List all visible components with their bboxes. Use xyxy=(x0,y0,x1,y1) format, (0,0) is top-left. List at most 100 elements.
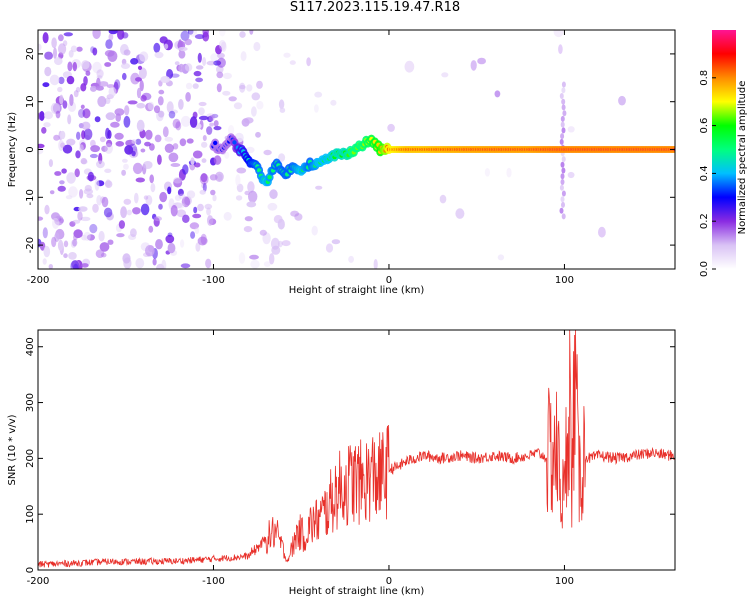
streak-blob xyxy=(562,110,567,117)
noise-blob xyxy=(44,66,52,77)
noise-blob xyxy=(170,163,181,167)
noise-blob xyxy=(172,118,181,129)
noise-blob xyxy=(178,46,188,52)
noise-blob xyxy=(205,258,212,269)
noise-blob xyxy=(213,126,222,131)
noise-blob xyxy=(50,102,61,114)
noise-blob xyxy=(72,238,78,247)
noise-blob xyxy=(497,254,505,261)
noise-blob xyxy=(164,43,169,50)
streak-blob xyxy=(561,190,566,197)
noise-blob xyxy=(262,232,271,245)
noise-blob xyxy=(104,62,112,67)
noise-blob xyxy=(213,120,219,127)
noise-blob xyxy=(42,82,50,88)
noise-blob xyxy=(49,190,55,195)
noise-blob xyxy=(95,249,105,258)
noise-blob xyxy=(39,111,45,121)
colorbar-tick-label: 0.4 xyxy=(699,165,710,181)
noise-blob xyxy=(455,208,465,219)
noise-blob xyxy=(168,110,176,119)
noise-blob xyxy=(251,106,257,117)
noise-blob xyxy=(348,255,354,263)
noise-blob xyxy=(167,232,173,237)
noise-blob xyxy=(73,90,79,98)
noise-blob xyxy=(209,122,215,127)
noise-blob xyxy=(263,149,272,156)
noise-blob xyxy=(158,110,165,118)
colorbar-tick-label: 0.0 xyxy=(699,261,710,277)
noise-blob xyxy=(219,30,226,37)
noise-blob xyxy=(99,242,110,252)
noise-blob xyxy=(209,174,218,181)
noise-blob xyxy=(190,231,196,239)
noise-blob xyxy=(239,82,246,93)
noise-blob xyxy=(154,134,162,143)
noise-blob xyxy=(567,171,575,179)
noise-blob xyxy=(494,90,501,98)
streak-blob xyxy=(560,133,565,140)
noise-blob xyxy=(86,193,94,199)
noise-blob xyxy=(180,263,191,269)
y-tick-label: 300 xyxy=(25,393,36,412)
noise-blob xyxy=(567,126,575,133)
noise-blob xyxy=(89,153,98,159)
noise-blob xyxy=(105,179,111,187)
noise-blob xyxy=(115,141,125,147)
noise-blob xyxy=(124,105,130,116)
noise-blob xyxy=(202,30,209,38)
noise-blob xyxy=(220,41,227,52)
noise-blob xyxy=(195,242,201,252)
noise-blob xyxy=(145,195,153,206)
noise-blob xyxy=(164,136,174,142)
noise-blob xyxy=(186,138,194,144)
noise-blob xyxy=(148,225,154,233)
noise-blob xyxy=(116,233,125,238)
noise-blob xyxy=(126,209,132,216)
noise-blob xyxy=(199,189,206,195)
noise-blob xyxy=(176,202,185,209)
noise-blob xyxy=(192,83,199,89)
noise-blob xyxy=(108,86,117,97)
noise-blob xyxy=(78,108,86,118)
noise-blob xyxy=(99,136,106,143)
noise-blob xyxy=(207,215,214,226)
noise-blob xyxy=(290,210,299,217)
noise-blob xyxy=(294,213,303,221)
noise-blob xyxy=(123,257,132,269)
noise-blob xyxy=(218,39,226,51)
noise-blob xyxy=(51,236,57,248)
noise-blob xyxy=(249,254,259,260)
noise-blob xyxy=(92,30,101,39)
noise-blob xyxy=(58,140,65,151)
noise-blob xyxy=(249,30,254,35)
noise-blob xyxy=(161,259,167,269)
noise-blob xyxy=(259,229,267,236)
noise-blob xyxy=(195,77,204,83)
noise-blob xyxy=(197,52,202,63)
noise-blob xyxy=(208,115,214,122)
noise-blob xyxy=(158,203,163,210)
noise-blob xyxy=(83,231,91,241)
noise-blob xyxy=(189,222,200,230)
noise-blob xyxy=(96,160,105,169)
noise-blob xyxy=(618,95,626,106)
noise-blob xyxy=(144,141,151,147)
noise-blob xyxy=(44,51,53,60)
noise-blob xyxy=(200,233,207,245)
noise-blob xyxy=(58,34,64,42)
noise-blob xyxy=(38,43,42,51)
noise-blob xyxy=(92,203,99,213)
noise-blob xyxy=(42,258,47,265)
noise-blob xyxy=(246,201,257,208)
noise-blob xyxy=(200,173,208,183)
noise-blob xyxy=(155,239,163,250)
noise-blob xyxy=(194,227,200,234)
noise-blob xyxy=(83,76,88,86)
noise-blob xyxy=(94,116,101,123)
noise-blob xyxy=(121,169,126,176)
streak-blob xyxy=(560,173,565,180)
noise-blob xyxy=(78,206,88,212)
noise-blob xyxy=(51,37,57,49)
